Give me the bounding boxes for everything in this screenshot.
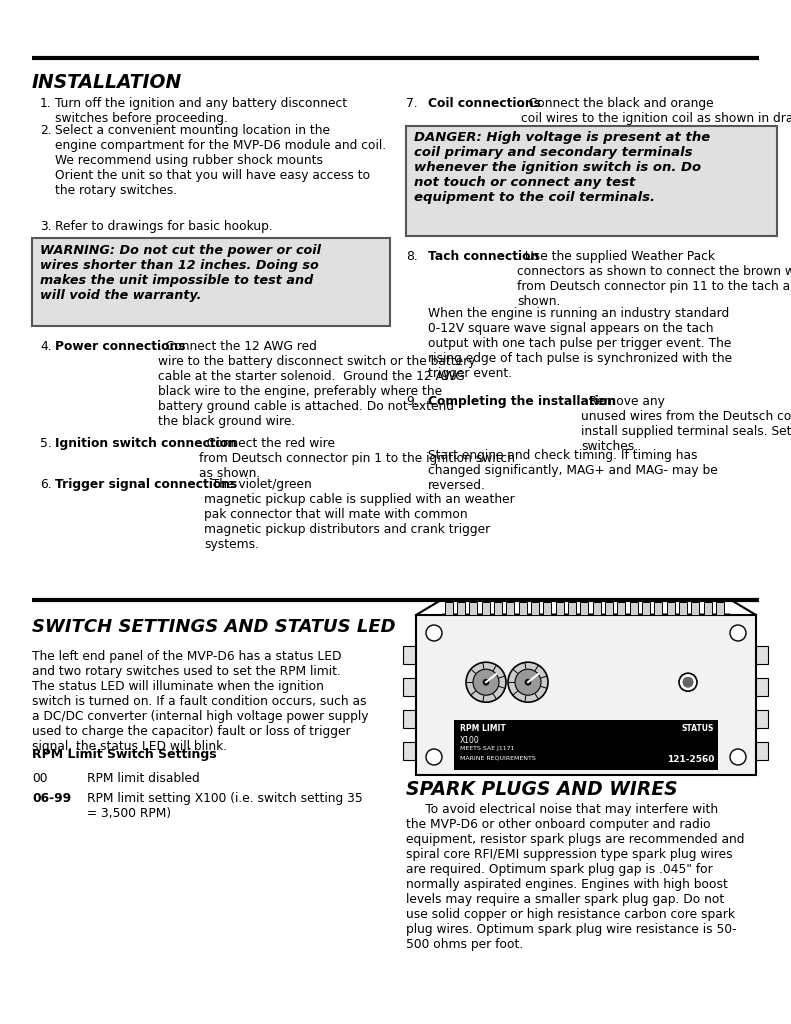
Bar: [482, 602, 490, 615]
Circle shape: [466, 663, 506, 702]
Text: RPM limit disabled: RPM limit disabled: [87, 772, 200, 785]
Text: . Connect the 12 AWG red
wire to the battery disconnect switch or the battery
ca: . Connect the 12 AWG red wire to the bat…: [158, 340, 475, 428]
Bar: [605, 602, 613, 615]
Text: When the engine is running an industry standard
0-12V square wave signal appears: When the engine is running an industry s…: [428, 307, 732, 380]
Text: RPM LIMIT: RPM LIMIT: [460, 724, 505, 733]
Circle shape: [483, 679, 489, 685]
Text: 4.: 4.: [40, 340, 51, 353]
Text: STATUS: STATUS: [682, 724, 714, 733]
Bar: [704, 602, 712, 615]
Bar: [403, 678, 418, 696]
Circle shape: [426, 625, 442, 641]
Bar: [506, 602, 514, 615]
Bar: [642, 602, 650, 615]
Text: MEETS SAE J1171: MEETS SAE J1171: [460, 746, 514, 751]
Bar: [667, 602, 675, 615]
Text: Power connections: Power connections: [55, 340, 186, 353]
Text: RPM Limit Switch Settings: RPM Limit Switch Settings: [32, 748, 217, 761]
Text: . The violet/green
magnetic pickup cable is supplied with an weather
pak connect: . The violet/green magnetic pickup cable…: [204, 478, 515, 551]
Text: . Connect the red wire
from Deutsch connector pin 1 to the ignition switch
as sh: . Connect the red wire from Deutsch conn…: [199, 437, 515, 480]
Bar: [519, 602, 527, 615]
Text: Refer to drawings for basic hookup.: Refer to drawings for basic hookup.: [55, 220, 273, 233]
Bar: [630, 602, 638, 615]
Text: 6.: 6.: [40, 478, 51, 490]
Text: To avoid electrical noise that may interfere with
the MVP-D6 or other onboard co: To avoid electrical noise that may inter…: [406, 803, 744, 951]
Circle shape: [679, 673, 697, 691]
Circle shape: [525, 679, 531, 685]
Text: SWITCH SETTINGS AND STATUS LED: SWITCH SETTINGS AND STATUS LED: [32, 618, 396, 636]
Bar: [403, 742, 418, 760]
Bar: [416, 615, 756, 775]
Text: WARNING: Do not cut the power or coil
wires shorter than 12 inches. Doing so
mak: WARNING: Do not cut the power or coil wi…: [40, 244, 321, 302]
Circle shape: [508, 663, 548, 702]
Text: 00: 00: [32, 772, 47, 785]
Text: RPM limit setting X100 (i.e. switch setting 35
= 3,500 RPM): RPM limit setting X100 (i.e. switch sett…: [87, 792, 363, 820]
Bar: [654, 602, 662, 615]
Bar: [469, 602, 477, 615]
Circle shape: [473, 670, 499, 695]
Bar: [754, 678, 768, 696]
Circle shape: [730, 749, 746, 765]
Bar: [691, 602, 699, 615]
Text: Coil connections: Coil connections: [428, 97, 541, 110]
Bar: [531, 602, 539, 615]
Circle shape: [515, 670, 541, 695]
Bar: [617, 602, 626, 615]
Text: 06-99: 06-99: [32, 792, 71, 805]
Bar: [403, 710, 418, 728]
Text: . Connect the black and orange
coil wires to the ignition coil as shown in drawi: . Connect the black and orange coil wire…: [521, 97, 791, 125]
Text: 121-2560: 121-2560: [667, 755, 714, 764]
Bar: [403, 646, 418, 664]
Circle shape: [683, 677, 693, 687]
Text: 5.: 5.: [40, 437, 51, 450]
Circle shape: [426, 749, 442, 765]
Bar: [592, 602, 600, 615]
Text: 8.: 8.: [406, 250, 418, 263]
Text: Turn off the ignition and any battery disconnect
switches before proceeding.: Turn off the ignition and any battery di…: [55, 97, 347, 125]
Bar: [494, 602, 502, 615]
Bar: [754, 710, 768, 728]
Text: Select a convenient mounting location in the
engine compartment for the MVP-D6 m: Select a convenient mounting location in…: [55, 124, 386, 197]
Text: 9.: 9.: [406, 395, 418, 408]
Text: 2.: 2.: [40, 124, 51, 137]
Bar: [32, 238, 390, 326]
Bar: [568, 602, 576, 615]
Bar: [454, 720, 718, 770]
Text: 7.: 7.: [406, 97, 418, 110]
Text: The left end panel of the MVP-D6 has a status LED
and two rotary switches used t: The left end panel of the MVP-D6 has a s…: [32, 650, 369, 753]
Bar: [716, 602, 725, 615]
Text: 3.: 3.: [40, 220, 51, 233]
Bar: [445, 602, 452, 615]
Text: Start engine and check timing. If timing has
changed significantly, MAG+ and MAG: Start engine and check timing. If timing…: [428, 449, 717, 492]
Text: 1.: 1.: [40, 97, 51, 110]
Bar: [406, 126, 777, 236]
Text: MARINE REQUIREMENTS: MARINE REQUIREMENTS: [460, 755, 536, 760]
Text: . Remove any
unused wires from the Deutsch connector and
install supplied termin: . Remove any unused wires from the Deuts…: [581, 395, 791, 453]
Bar: [754, 646, 768, 664]
Bar: [581, 602, 589, 615]
Bar: [442, 613, 730, 617]
Bar: [754, 742, 768, 760]
Text: INSTALLATION: INSTALLATION: [32, 73, 182, 92]
Text: Completing the installation: Completing the installation: [428, 395, 616, 408]
Text: Ignition switch connection: Ignition switch connection: [55, 437, 237, 450]
Text: Trigger signal connections: Trigger signal connections: [55, 478, 237, 490]
Circle shape: [730, 625, 746, 641]
Bar: [543, 602, 551, 615]
Text: X100: X100: [460, 736, 480, 745]
Text: SPARK PLUGS AND WIRES: SPARK PLUGS AND WIRES: [406, 780, 678, 799]
Bar: [457, 602, 465, 615]
Bar: [679, 602, 687, 615]
Text: DANGER: High voltage is present at the
coil primary and secondary terminals
when: DANGER: High voltage is present at the c…: [414, 131, 710, 204]
Bar: [555, 602, 564, 615]
Text: Tach connection: Tach connection: [428, 250, 539, 263]
Text: . Use the supplied Weather Pack
connectors as shown to connect the brown wire
fr: . Use the supplied Weather Pack connecto…: [517, 250, 791, 308]
